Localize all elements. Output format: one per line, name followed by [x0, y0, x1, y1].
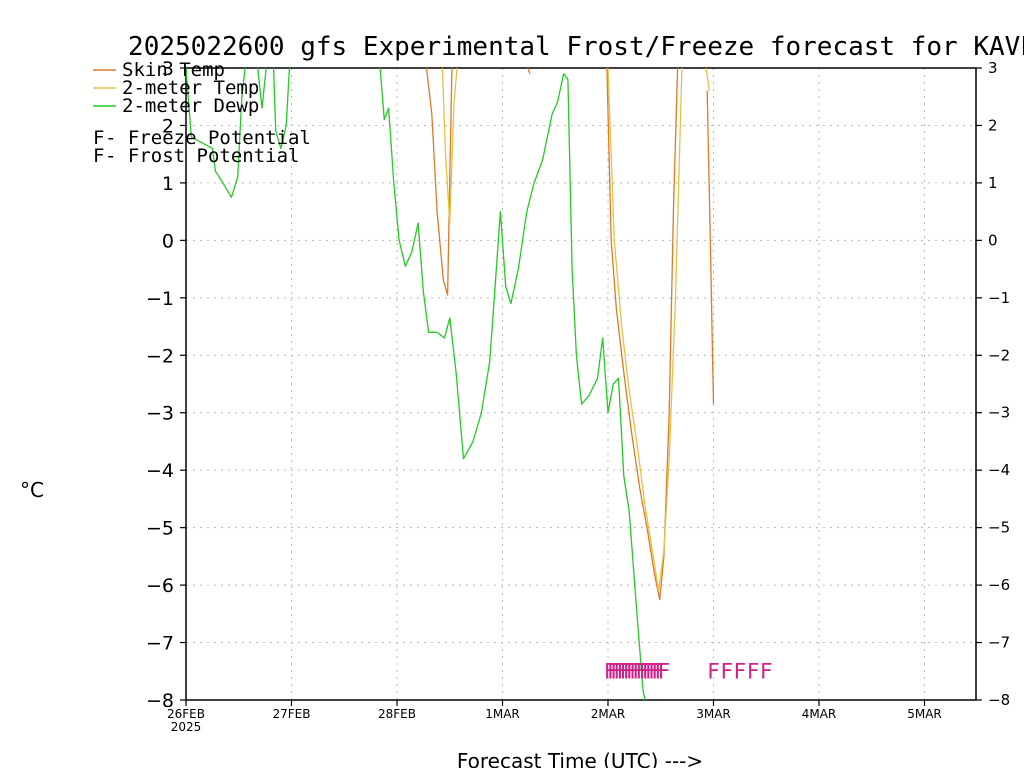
2-meter-temp-line: [441, 67, 458, 224]
chart-title: 2025022600 gfs Experimental Frost/Freeze…: [128, 32, 1024, 62]
y-tick-label-right: 0: [988, 231, 998, 249]
freeze-marker: F: [707, 659, 720, 683]
x-tick-label: 1MAR: [485, 707, 520, 721]
freeze-marker: F: [747, 659, 760, 683]
x-tick-year: 2025: [171, 720, 202, 734]
x-tick-label: 4MAR: [802, 707, 837, 721]
y-tick-label: −7: [146, 633, 174, 655]
y-axis-title: °C: [20, 478, 44, 502]
freeze-marker: F: [610, 659, 623, 683]
y-tick-label: −1: [146, 288, 174, 310]
2-meter-dewp-line: [272, 67, 291, 150]
y-tick-label: −4: [146, 460, 174, 482]
y-tick-label-right: 1: [988, 174, 998, 192]
skin-temp-line: [606, 67, 679, 601]
freeze-marker: F: [632, 659, 645, 683]
y-tick-label: −5: [146, 518, 174, 540]
y-tick-label: −8: [146, 690, 174, 712]
freeze-marker: F: [645, 659, 658, 683]
freeze-marker: F: [651, 659, 664, 683]
freeze-marker: F: [629, 659, 642, 683]
freeze-marker: F: [626, 659, 639, 683]
x-tick-label: 3MAR: [696, 707, 731, 721]
y-tick-label: 0: [162, 230, 174, 252]
freeze-marker: F: [654, 659, 667, 683]
freeze-marker: F: [648, 659, 661, 683]
series-lines: [185, 67, 715, 701]
skin-temp-line: [425, 67, 453, 296]
2-meter-dewp-line: [379, 67, 646, 701]
skin-temp-line: [527, 67, 531, 74]
y-tick-label-right: −3: [988, 404, 1010, 422]
y-tick-label: −2: [146, 345, 174, 367]
freeze-marker: F: [607, 659, 620, 683]
y-tick-label: 2: [162, 115, 174, 137]
y-tick-label-right: −7: [988, 634, 1010, 652]
freeze-marker: F: [604, 659, 617, 683]
freeze-marker: F: [635, 659, 648, 683]
freeze-marker: F: [613, 659, 626, 683]
x-tick-label: 5MAR: [907, 707, 942, 721]
legend-marker-letter: F: [93, 145, 104, 167]
freeze-marker: F: [642, 659, 655, 683]
plot-frame: [185, 67, 977, 701]
x-tick-label: 27FEB: [273, 707, 311, 721]
x-axis-title: Forecast Time (UTC) --->: [457, 749, 703, 768]
y-tick-label: −3: [146, 403, 174, 425]
freeze-marker: F: [720, 659, 733, 683]
y-tick-label-right: −8: [988, 691, 1010, 709]
freeze-marker: F: [760, 659, 773, 683]
x-tick-label: 2MAR: [591, 707, 626, 721]
freeze-marker: F: [616, 659, 629, 683]
legend-label: 2-meter Temp: [122, 77, 259, 99]
2-meter-dewp-line: [257, 67, 267, 109]
2-meter-dewp-line: [185, 67, 246, 198]
y-tick-label-right: −6: [988, 576, 1010, 594]
legend-label: 2-meter Dewp: [122, 95, 259, 117]
freeze-marker: F: [623, 659, 636, 683]
y-tick-label-right: −1: [988, 289, 1010, 307]
legend-marker-label: - Freeze Potential: [105, 127, 311, 149]
y-tick-label-right: −2: [988, 346, 1010, 364]
2-meter-temp-line: [705, 67, 710, 92]
x-tick-label: 26FEB: [167, 707, 205, 721]
y-tick-label-right: −5: [988, 519, 1010, 537]
legend-label: Skin Temp: [122, 59, 225, 81]
y-tick-label: 3: [162, 58, 174, 80]
y-tick-label-right: 3: [988, 59, 998, 77]
freeze-marker: F: [734, 659, 747, 683]
y-tick-label-right: −4: [988, 461, 1010, 479]
legend-marker-label: - Frost Potential: [105, 145, 299, 167]
2-meter-temp-line: [607, 67, 683, 592]
freeze-marker: F: [658, 659, 671, 683]
freeze-marker: F: [639, 659, 652, 683]
legend-marker-letter: F: [93, 127, 104, 149]
y-axis: 3 3 2 2 1 1 0 0 −1 −1 −2 −2 −3 −3 −4 −4 −5 −5 −6 −6 −7 −7 −8 −8: [146, 58, 1010, 712]
y-tick-label: −6: [146, 575, 174, 597]
skin-temp-line: [706, 90, 715, 405]
gridlines: [186, 68, 976, 700]
freeze-marker: F: [620, 659, 633, 683]
y-tick-label: 1: [162, 173, 174, 195]
x-tick-label: 28FEB: [378, 707, 416, 721]
y-tick-label-right: 2: [988, 116, 998, 134]
